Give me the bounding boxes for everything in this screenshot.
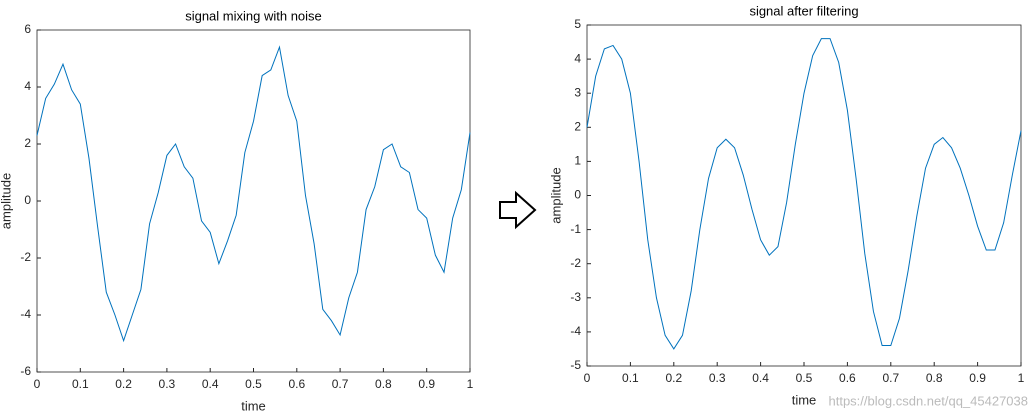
x-tick-label: 0.7	[332, 377, 349, 391]
x-tick-label: 0.9	[969, 371, 986, 385]
y-tick-label: -1	[570, 222, 581, 236]
x-tick-label: 1	[1018, 371, 1025, 385]
plot-area	[586, 24, 1022, 367]
y-tick-label: -4	[570, 324, 581, 338]
y-tick-label: 0	[24, 193, 31, 207]
x-tick-label: 0.7	[882, 371, 899, 385]
x-tick-label: 0	[584, 371, 591, 385]
y-tick-label: 3	[574, 85, 581, 99]
y-tick-label: 2	[24, 136, 31, 150]
y-tick-label: 0	[574, 188, 581, 202]
signal-line	[36, 45, 471, 343]
y-tick-label: -3	[570, 290, 581, 304]
x-tick-label: 0.1	[622, 371, 639, 385]
x-tick-label: 0.5	[245, 377, 262, 391]
x-tick-label: 0.3	[159, 377, 176, 391]
chart-title: signal mixing with noise	[185, 8, 322, 23]
x-tick-label: 1	[467, 377, 474, 391]
arrow	[499, 190, 537, 230]
y-tick-label: 1	[574, 154, 581, 168]
y-tick-label: -5	[570, 358, 581, 372]
y-axis-label: amplitude	[548, 167, 563, 223]
watermark: https://blog.csdn.net/qq_45427038	[829, 393, 1029, 408]
x-tick-label: 0.8	[375, 377, 392, 391]
x-tick-label: 0	[34, 377, 41, 391]
x-tick-label: 0.1	[72, 377, 89, 391]
x-axis-label: time	[241, 398, 266, 413]
y-axis-label: amplitude	[0, 173, 13, 229]
y-tick-label: -4	[20, 307, 31, 321]
x-tick-label: 0.3	[709, 371, 726, 385]
x-tick-label: 0.2	[665, 371, 682, 385]
x-tick-label: 0.9	[418, 377, 435, 391]
x-tick-label: 0.8	[926, 371, 943, 385]
y-tick-label: 4	[574, 51, 581, 65]
x-tick-label: 0.4	[202, 377, 219, 391]
y-tick-label: -2	[570, 256, 581, 270]
y-tick-label: 2	[574, 119, 581, 133]
x-tick-label: 0.6	[288, 377, 305, 391]
plot-area	[36, 29, 471, 373]
y-tick-label: 6	[24, 22, 31, 36]
y-tick-label: 5	[574, 17, 581, 31]
y-tick-label: -6	[20, 364, 31, 378]
x-axis-label: time	[792, 392, 817, 407]
x-tick-label: 0.4	[752, 371, 769, 385]
x-tick-label: 0.5	[796, 371, 813, 385]
y-tick-label: -2	[20, 250, 31, 264]
signal-line	[586, 38, 1022, 350]
chart-title: signal after filtering	[749, 3, 858, 18]
y-tick-label: 4	[24, 79, 31, 93]
x-tick-label: 0.2	[115, 377, 132, 391]
x-tick-label: 0.6	[839, 371, 856, 385]
